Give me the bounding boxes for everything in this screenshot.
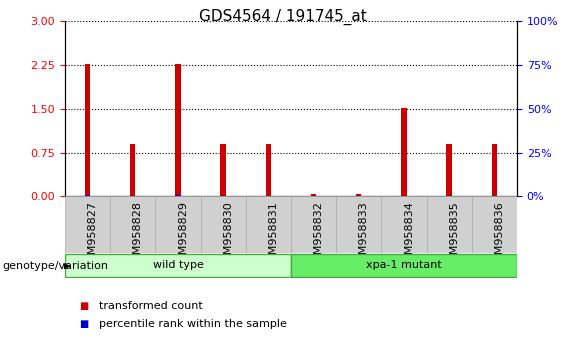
FancyBboxPatch shape xyxy=(336,196,381,253)
FancyBboxPatch shape xyxy=(427,196,472,253)
Text: wild type: wild type xyxy=(153,261,203,270)
Text: GSM958836: GSM958836 xyxy=(494,201,505,269)
Text: ■: ■ xyxy=(79,301,88,311)
Text: GDS4564 / 191745_at: GDS4564 / 191745_at xyxy=(199,9,366,25)
Text: GSM958829: GSM958829 xyxy=(178,201,188,269)
Text: GSM958832: GSM958832 xyxy=(314,201,324,269)
Text: GSM958835: GSM958835 xyxy=(449,201,459,269)
FancyBboxPatch shape xyxy=(246,196,291,253)
FancyBboxPatch shape xyxy=(291,196,336,253)
FancyBboxPatch shape xyxy=(65,196,110,253)
Bar xyxy=(220,144,226,196)
Bar xyxy=(175,64,181,196)
FancyBboxPatch shape xyxy=(155,196,201,253)
FancyBboxPatch shape xyxy=(110,196,155,253)
Text: GSM958827: GSM958827 xyxy=(88,201,98,269)
Text: transformed count: transformed count xyxy=(99,301,203,311)
Bar xyxy=(175,195,181,196)
FancyBboxPatch shape xyxy=(472,196,517,253)
Text: GSM958833: GSM958833 xyxy=(359,201,369,269)
Bar xyxy=(85,195,90,196)
Bar xyxy=(401,108,407,196)
Bar xyxy=(492,144,497,196)
FancyBboxPatch shape xyxy=(65,253,291,278)
Bar xyxy=(85,64,90,196)
Bar xyxy=(356,194,362,196)
Bar xyxy=(311,194,316,196)
Text: GSM958828: GSM958828 xyxy=(133,201,143,269)
Bar xyxy=(130,144,136,196)
Text: xpa-1 mutant: xpa-1 mutant xyxy=(366,261,442,270)
Bar xyxy=(266,144,271,196)
Bar xyxy=(446,144,452,196)
Text: GSM958834: GSM958834 xyxy=(404,201,414,269)
Text: ■: ■ xyxy=(79,319,88,329)
FancyBboxPatch shape xyxy=(381,196,427,253)
FancyBboxPatch shape xyxy=(291,253,517,278)
FancyBboxPatch shape xyxy=(201,196,246,253)
Text: percentile rank within the sample: percentile rank within the sample xyxy=(99,319,287,329)
Text: GSM958831: GSM958831 xyxy=(268,201,279,269)
Text: GSM958830: GSM958830 xyxy=(223,201,233,269)
Text: genotype/variation: genotype/variation xyxy=(3,261,109,271)
